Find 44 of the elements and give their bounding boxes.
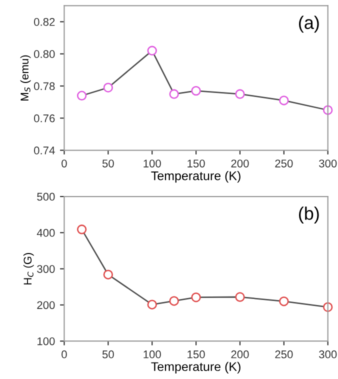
y-tick-label: 0.78: [34, 82, 55, 90]
point: [191, 86, 201, 96]
x-tick-label: 100: [144, 350, 161, 358]
point: [147, 300, 157, 310]
y-tick-label: 0.74: [34, 146, 55, 154]
y-axis-title: H$_{C}$ (G): [23, 253, 34, 284]
point: [191, 292, 201, 302]
point: [76, 224, 87, 234]
x-tick-label: 0: [62, 160, 67, 168]
y-tick-label: 400: [36, 228, 55, 237]
y-axis-title: M$_{S}$ (emu): [20, 55, 31, 100]
point: [147, 46, 157, 56]
y-tick-label: 200: [37, 301, 55, 310]
y-tick-label: 300: [37, 265, 55, 273]
x-tick-label: 200: [231, 350, 249, 358]
x-tick-label: 0: [62, 350, 67, 358]
x-tick-label: 250: [275, 160, 293, 168]
y-tick-label: 0.76: [34, 114, 55, 122]
point: [76, 90, 87, 101]
annotation: (b): [299, 206, 319, 224]
annotation: (a): [299, 16, 319, 33]
point: [279, 96, 289, 106]
point: [235, 89, 245, 99]
x-axis-title: Temperature (K): [151, 362, 240, 374]
y-tick-label: 500: [37, 192, 55, 201]
point: [103, 82, 114, 92]
x-tick-label: 150: [188, 160, 205, 168]
x-tick-label: 200: [231, 160, 249, 168]
x-tick-label: 300: [319, 350, 337, 358]
x-axis-title: Temperature (K): [151, 171, 240, 183]
x-tick-label: 150: [188, 350, 205, 358]
x-tick-label: 50: [102, 350, 114, 358]
point: [103, 270, 114, 280]
y-tick-label: 0.80: [34, 50, 55, 58]
y-tick-label: 0.82: [34, 18, 55, 26]
x-tick-label: 100: [144, 160, 161, 168]
y-tick-label: 100: [38, 337, 55, 346]
point: [169, 296, 179, 306]
x-tick-label: 250: [275, 350, 293, 358]
x-tick-label: 300: [319, 160, 337, 168]
point: [169, 89, 179, 99]
point: [279, 296, 289, 306]
x-tick-label: 50: [102, 160, 114, 168]
point: [235, 292, 245, 302]
